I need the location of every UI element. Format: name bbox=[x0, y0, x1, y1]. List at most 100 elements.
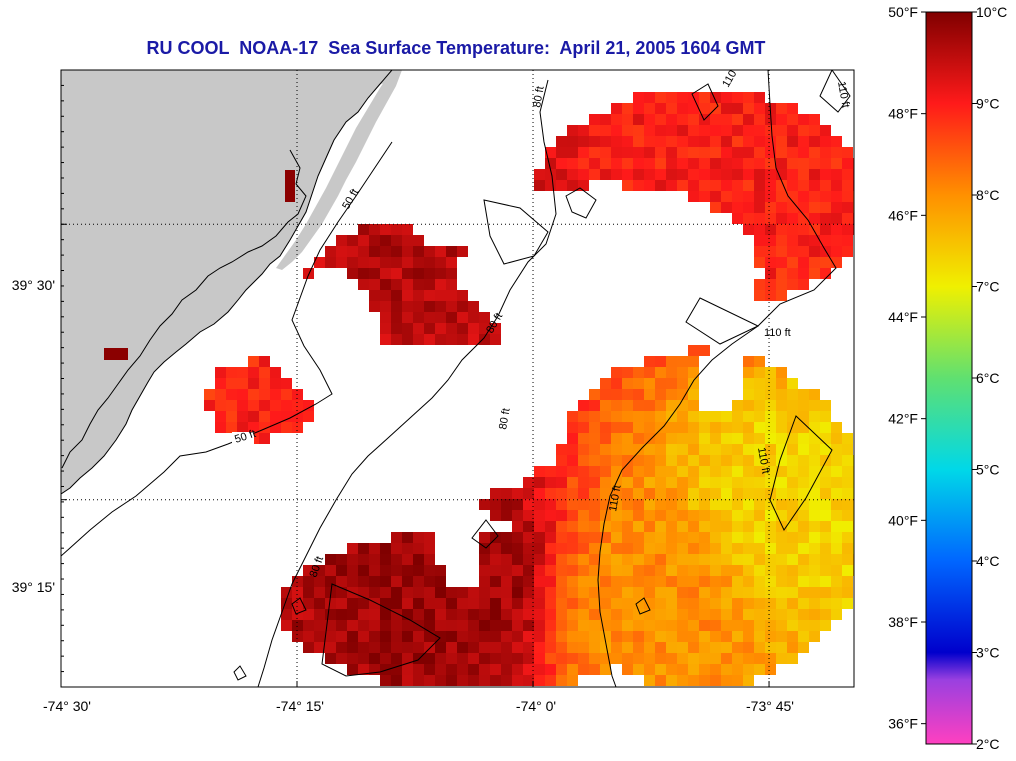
sst-cell bbox=[644, 620, 655, 631]
sst-cell bbox=[215, 400, 226, 411]
sst-cell bbox=[853, 521, 854, 532]
sst-cell bbox=[501, 609, 512, 620]
sst-cell bbox=[809, 543, 820, 554]
sst-cell bbox=[809, 411, 820, 422]
sst-cell bbox=[402, 554, 413, 565]
sst-cell bbox=[787, 158, 798, 169]
sst-cell bbox=[347, 576, 358, 587]
sst-cell bbox=[765, 532, 776, 543]
sst-cell bbox=[600, 565, 611, 576]
sst-cell bbox=[622, 477, 633, 488]
sst-cell bbox=[479, 598, 490, 609]
sst-cell bbox=[391, 257, 402, 268]
sst-cell bbox=[787, 466, 798, 477]
sst-cell bbox=[391, 664, 402, 675]
sst-cell bbox=[413, 301, 424, 312]
sst-cell bbox=[501, 543, 512, 554]
sst-cell bbox=[600, 433, 611, 444]
sst-cell bbox=[578, 499, 589, 510]
sst-cell bbox=[732, 576, 743, 587]
sst-cell bbox=[391, 290, 402, 301]
sst-cell bbox=[545, 466, 556, 477]
sst-cell bbox=[358, 268, 369, 279]
sst-cell bbox=[578, 136, 589, 147]
sst-cell bbox=[743, 598, 754, 609]
sst-cell bbox=[765, 664, 776, 675]
sst-cell bbox=[798, 400, 809, 411]
sst-cell bbox=[710, 675, 721, 686]
sst-cell bbox=[347, 246, 358, 257]
sst-cell bbox=[798, 455, 809, 466]
sst-cell bbox=[721, 576, 732, 587]
sst-cell bbox=[600, 521, 611, 532]
sst-cell bbox=[765, 125, 776, 136]
sst-cell bbox=[732, 92, 743, 103]
sst-cell bbox=[567, 510, 578, 521]
sst-cell bbox=[677, 576, 688, 587]
sst-cell bbox=[820, 235, 831, 246]
sst-cell bbox=[534, 180, 545, 191]
sst-cell bbox=[534, 598, 545, 609]
sst-cell bbox=[490, 565, 501, 576]
sst-cell bbox=[644, 466, 655, 477]
sst-cell bbox=[710, 631, 721, 642]
sst-cell bbox=[743, 466, 754, 477]
sst-cell bbox=[710, 466, 721, 477]
sst-cell bbox=[787, 642, 798, 653]
sst-cell bbox=[314, 587, 325, 598]
sst-cell bbox=[710, 598, 721, 609]
contour-label-110ft-d: 110 ft bbox=[607, 484, 623, 512]
sst-cell bbox=[567, 125, 578, 136]
sst-cell bbox=[292, 422, 303, 433]
contour-label-110ft-e: 110 ft bbox=[835, 80, 851, 108]
sst-cell bbox=[468, 642, 479, 653]
sst-cell bbox=[578, 521, 589, 532]
sst-cell bbox=[743, 488, 754, 499]
sst-cell bbox=[589, 532, 600, 543]
sst-cell bbox=[787, 631, 798, 642]
longitude-axis-labels: -74° 30' -74° 15' -74° 0' -73° 45' bbox=[43, 698, 794, 714]
sst-cell bbox=[391, 246, 402, 257]
sst-cell bbox=[457, 290, 468, 301]
sst-cell bbox=[512, 488, 523, 499]
sst-cell bbox=[721, 499, 732, 510]
sst-cell bbox=[743, 455, 754, 466]
sst-cell bbox=[347, 642, 358, 653]
sst-cell bbox=[369, 587, 380, 598]
sst-cell bbox=[578, 653, 589, 664]
sst-cell bbox=[369, 290, 380, 301]
sst-cell bbox=[710, 565, 721, 576]
sst-cell bbox=[765, 444, 776, 455]
sst-cell bbox=[270, 411, 281, 422]
sst-cell bbox=[776, 422, 787, 433]
sst-cell bbox=[402, 609, 413, 620]
sst-cell bbox=[402, 301, 413, 312]
sst-cell bbox=[688, 345, 699, 356]
sst-cell bbox=[578, 554, 589, 565]
sst-cell bbox=[809, 158, 820, 169]
sst-cell bbox=[699, 191, 710, 202]
sst-cell bbox=[721, 631, 732, 642]
sst-cell bbox=[490, 488, 501, 499]
sst-cell bbox=[655, 642, 666, 653]
sst-cell bbox=[787, 433, 798, 444]
sst-cell bbox=[325, 642, 336, 653]
sst-cell bbox=[809, 499, 820, 510]
sst-cell bbox=[578, 158, 589, 169]
sst-cell bbox=[754, 466, 765, 477]
sst-cell bbox=[765, 147, 776, 158]
sst-cell bbox=[743, 191, 754, 202]
sst-cell bbox=[677, 510, 688, 521]
sst-cell bbox=[820, 510, 831, 521]
sst-cell bbox=[633, 114, 644, 125]
sst-cell bbox=[402, 675, 413, 686]
sst-cell bbox=[688, 642, 699, 653]
sst-cell bbox=[567, 499, 578, 510]
sst-cell bbox=[765, 510, 776, 521]
sst-cell bbox=[226, 367, 237, 378]
sst-cell bbox=[666, 499, 677, 510]
sst-cell bbox=[578, 125, 589, 136]
sst-cell bbox=[380, 301, 391, 312]
sst-cell bbox=[787, 191, 798, 202]
sst-cell bbox=[721, 411, 732, 422]
